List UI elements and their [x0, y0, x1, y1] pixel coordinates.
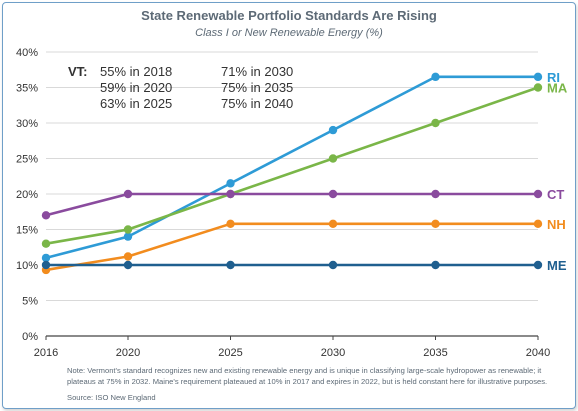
vt-col2-line3: 75% in 2040	[221, 96, 293, 111]
data-point-ma	[123, 225, 133, 234]
vt-col2-line2: 75% in 2035	[221, 80, 293, 95]
data-point-ct	[123, 189, 133, 199]
series-line-ma	[45, 86, 539, 245]
y-tick-label: 0%	[22, 331, 38, 343]
data-point-ma	[533, 83, 543, 92]
data-point-nh	[226, 219, 235, 229]
x-tick-label: 2040	[526, 347, 550, 359]
series-ri: RI	[41, 70, 560, 263]
x-tick-label: 2025	[218, 347, 242, 359]
data-point-me	[226, 260, 235, 270]
y-tick-label: 35%	[16, 83, 38, 95]
data-point-ma	[328, 154, 338, 163]
y-tick-label: 5%	[22, 296, 38, 308]
data-point-ri	[533, 72, 543, 82]
series-line-ct	[45, 192, 538, 217]
data-point-me	[533, 260, 543, 270]
data-point-ri	[431, 72, 440, 82]
x-tick-label: 2020	[116, 347, 140, 359]
data-point-ct	[41, 211, 51, 220]
vt-col1-line2: 59% in 2020	[100, 80, 172, 95]
y-tick-label: 25%	[16, 154, 38, 166]
y-tick-label: 10%	[16, 260, 38, 272]
vt-annotation: VT: 55% in 2018 59% in 2020 63% in 2025 …	[68, 64, 293, 111]
series-label-nh: NH	[547, 217, 566, 232]
data-point-nh	[533, 219, 543, 229]
vt-col1-line1: 55% in 2018	[100, 64, 172, 79]
y-axis-ticks: 0% 5% 10% 15% 20% 25% 30% 35% 40%	[16, 47, 38, 343]
series-line-ri	[45, 75, 538, 260]
series-nh: NH	[41, 217, 566, 275]
y-tick-label: 15%	[16, 225, 38, 237]
footnote-line1: Note: Vermont's standard recognizes new …	[67, 366, 542, 375]
vt-label: VT:	[68, 64, 88, 79]
data-point-nh	[123, 252, 133, 261]
data-point-ri	[226, 179, 235, 188]
data-point-ct	[328, 189, 338, 199]
y-tick-label: 20%	[16, 189, 38, 201]
data-point-ma	[431, 118, 440, 128]
data-point-me	[328, 260, 338, 270]
data-point-ri	[123, 232, 133, 241]
data-point-nh	[328, 219, 338, 229]
data-point-ri	[328, 125, 338, 135]
series-label-me: ME	[547, 258, 567, 273]
x-tick-label: 2030	[321, 347, 345, 359]
series-line-nh	[45, 222, 538, 272]
data-point-me	[41, 260, 51, 270]
x-tick-label: 2035	[423, 347, 447, 359]
chart-title: State Renewable Portfolio Standards Are …	[141, 8, 437, 23]
data-point-ma	[41, 239, 51, 248]
series-ct: CT	[41, 187, 564, 220]
data-point-me	[431, 260, 440, 270]
series-label-ri: RI	[547, 70, 560, 85]
footnote-line2: plateaus at 75% in 2032. Maine's require…	[67, 377, 547, 386]
series-label-ct: CT	[547, 187, 564, 202]
data-point-ct	[431, 189, 440, 199]
data-point-nh	[431, 219, 440, 229]
x-tick-label: 2016	[34, 347, 58, 359]
data-point-me	[123, 260, 133, 270]
data-point-ri	[41, 253, 51, 263]
y-tick-label: 30%	[16, 118, 38, 130]
chart-subtitle: Class I or New Renewable Energy (%)	[195, 27, 383, 39]
series-label-ma: MA	[547, 81, 568, 96]
series-me: ME	[41, 258, 567, 273]
y-tick-label: 40%	[16, 47, 38, 59]
vt-col2-line1: 71% in 2030	[221, 64, 293, 79]
vt-col1-line3: 63% in 2025	[100, 96, 172, 111]
footnote-source: Source: ISO New England	[67, 393, 156, 402]
data-point-ct	[533, 189, 543, 199]
x-axis-ticks: 2016 2020 2025 2030 2035 2040	[34, 336, 550, 359]
data-point-ct	[226, 189, 235, 199]
